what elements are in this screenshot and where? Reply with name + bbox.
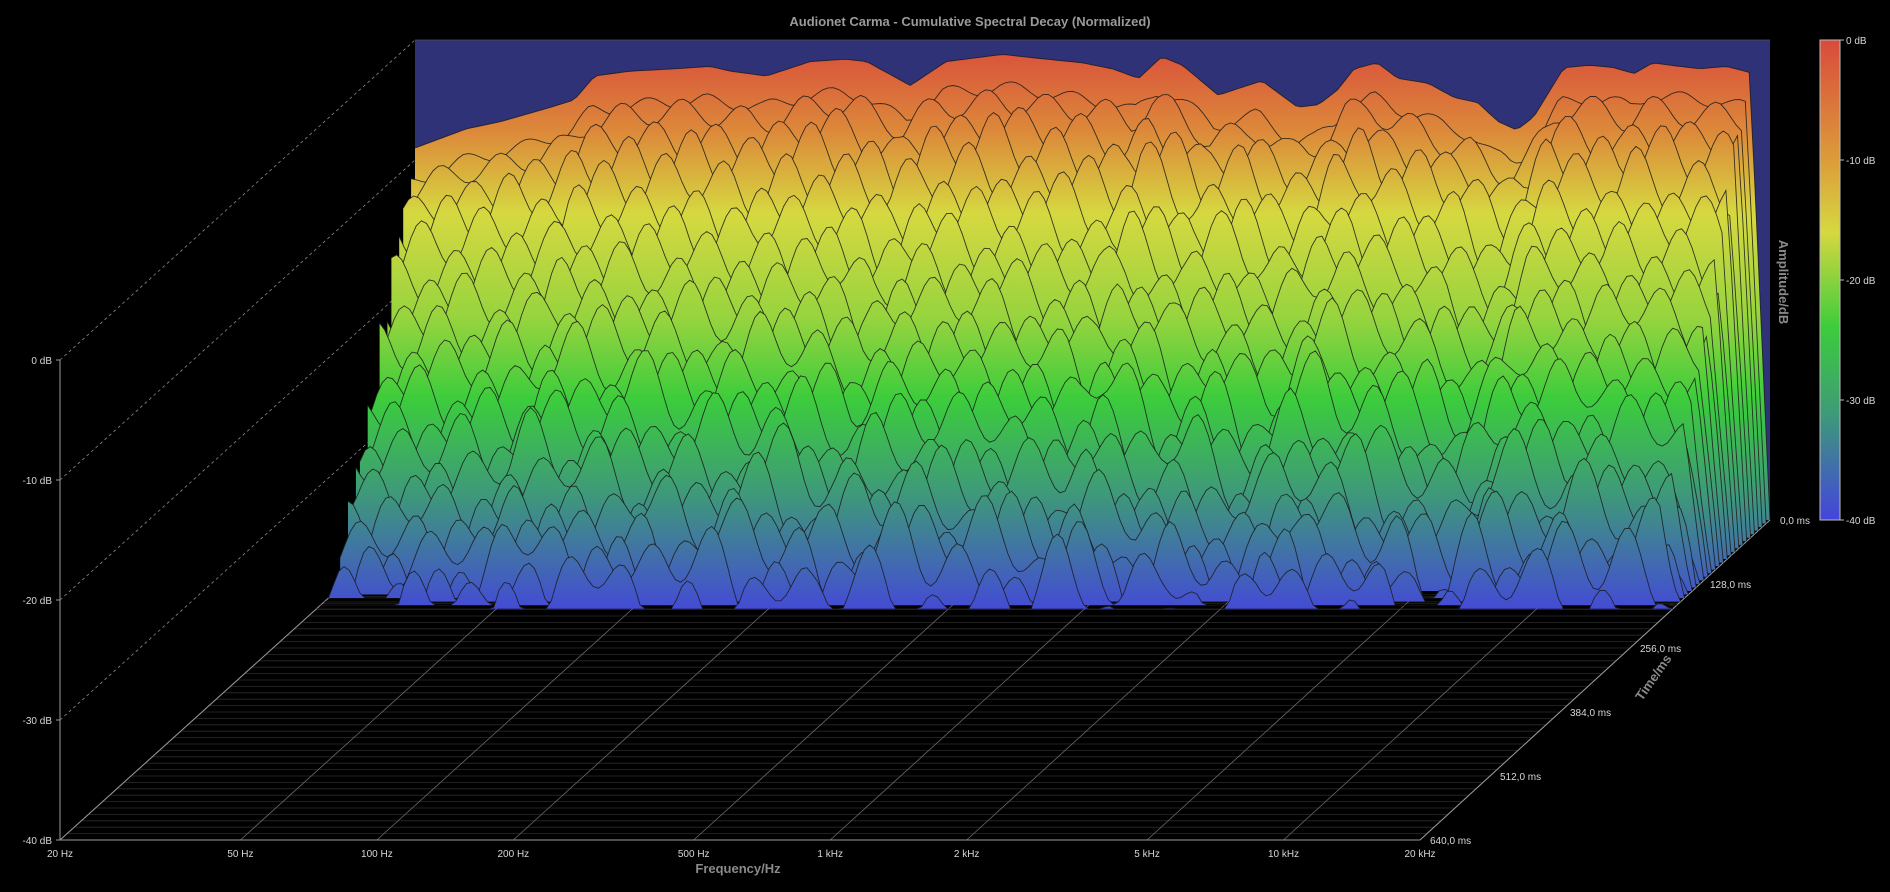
time-tick-label: 0,0 ms [1780, 516, 1810, 527]
color-scale-bar: 0 dB -10 dB -20 dB -30 dB -40 dB [1819, 36, 1876, 527]
decay-slice-line [324, 495, 1682, 603]
frequency-tick-label: 100 Hz [361, 849, 393, 860]
amplitude-tick-label: -10 dB [23, 476, 53, 487]
frequency-tick-label: 20 Hz [47, 849, 73, 860]
frequency-tick-label: 1 kHz [817, 849, 843, 860]
time-axis-ticks: 0,0 ms 128,0 ms 256,0 ms 384,0 ms 512,0 ms 64… [1430, 516, 1810, 847]
color-scale-tick-label: 0 dB [1846, 36, 1867, 47]
chart-title: Audionet Carma - Cumulative Spectral Dec… [789, 14, 1150, 29]
frequency-tick-label: 50 Hz [227, 849, 253, 860]
y-axis: 0 dB -10 dB -20 dB -30 dB -40 dB [23, 39, 416, 847]
time-tick-label: 512,0 ms [1500, 772, 1541, 783]
decay-slice-line [339, 422, 1697, 588]
color-scale-gradient [1819, 39, 1841, 521]
decay-slice-line [398, 112, 1755, 535]
decay-slice-line [316, 533, 1674, 610]
decay-slices [316, 54, 1771, 610]
x-axis-ticks: 20 Hz 50 Hz 100 Hz 200 Hz 500 Hz 1 kHz 2 kHz 5 … [47, 849, 1436, 860]
floor-right-edge [1419, 519, 1771, 841]
frequency-tick-label: 200 Hz [497, 849, 529, 860]
amplitude-axis-title: Amplitude/dB [1776, 240, 1791, 325]
amplitude-tick-label: 0 dB [31, 356, 52, 367]
frequency-tick-label: 10 kHz [1268, 849, 1299, 860]
decay-slice-line [351, 375, 1709, 577]
color-scale-tick-label: -10 dB [1846, 156, 1876, 167]
x-axis-title: Frequency/Hz [695, 861, 781, 876]
time-tick-label: 128,0 ms [1710, 580, 1751, 591]
decay-slice-line [363, 310, 1720, 567]
color-scale-tick-label: -40 dB [1846, 516, 1876, 527]
amplitude-guide-line [59, 399, 416, 721]
time-tick-label: 640,0 ms [1430, 836, 1471, 847]
decay-slice-line [414, 54, 1771, 521]
amplitude-tick-label: -40 dB [23, 836, 53, 847]
amplitude-tick-label: -30 dB [23, 716, 53, 727]
decay-slice-fill [320, 501, 1677, 606]
frequency-tick-label: 20 kHz [1404, 849, 1435, 860]
time-tick-label: 384,0 ms [1570, 708, 1611, 719]
time-tick-label: 256,0 ms [1640, 644, 1681, 655]
frequency-tick-label: 5 kHz [1134, 849, 1160, 860]
decay-slice-fill [328, 491, 1685, 599]
amplitude-guide-line [59, 279, 416, 601]
amplitude-guide-line [59, 159, 416, 481]
amplitude-guide-line [59, 39, 416, 361]
frequency-tick-label: 500 Hz [678, 849, 710, 860]
time-axis-title: Time/ms [1632, 652, 1674, 704]
color-scale-tick-label: -20 dB [1846, 276, 1876, 287]
amplitude-tick-label: -20 dB [23, 596, 53, 607]
frequency-tick-label: 2 kHz [954, 849, 980, 860]
decay-slice-line [394, 141, 1752, 538]
color-scale-tick-label: -30 dB [1846, 396, 1876, 407]
